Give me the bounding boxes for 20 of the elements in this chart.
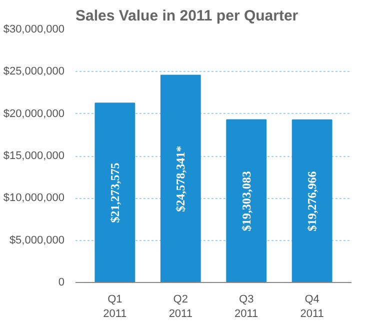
- data-label: $19,276,966: [305, 171, 320, 232]
- y-tick-label: $30,000,000: [3, 24, 64, 36]
- bar: [226, 119, 267, 282]
- y-tick-label: 0: [58, 276, 65, 288]
- y-tick-label: $10,000,000: [3, 192, 64, 204]
- y-tick-label: $5,000,000: [9, 234, 65, 246]
- y-tick-label: $15,000,000: [3, 150, 64, 162]
- y-tick-label: $25,000,000: [3, 66, 64, 78]
- y-tick-label: $20,000,000: [3, 108, 64, 120]
- chart-title: Sales Value in 2011 per Quarter: [76, 8, 298, 24]
- data-label: $21,273,575: [108, 162, 122, 223]
- x-tick-label: Q1 2011: [103, 294, 127, 320]
- x-tick-label: Q4 2011: [300, 294, 324, 320]
- bar: [292, 119, 332, 282]
- data-label: $19,303,083: [239, 171, 254, 232]
- x-tick-label: Q3 2011: [234, 294, 258, 320]
- bar: [94, 102, 136, 282]
- x-tick-label: Q2 2011: [168, 294, 192, 320]
- bar: [160, 74, 201, 282]
- data-label: $24,578,341*: [174, 146, 188, 212]
